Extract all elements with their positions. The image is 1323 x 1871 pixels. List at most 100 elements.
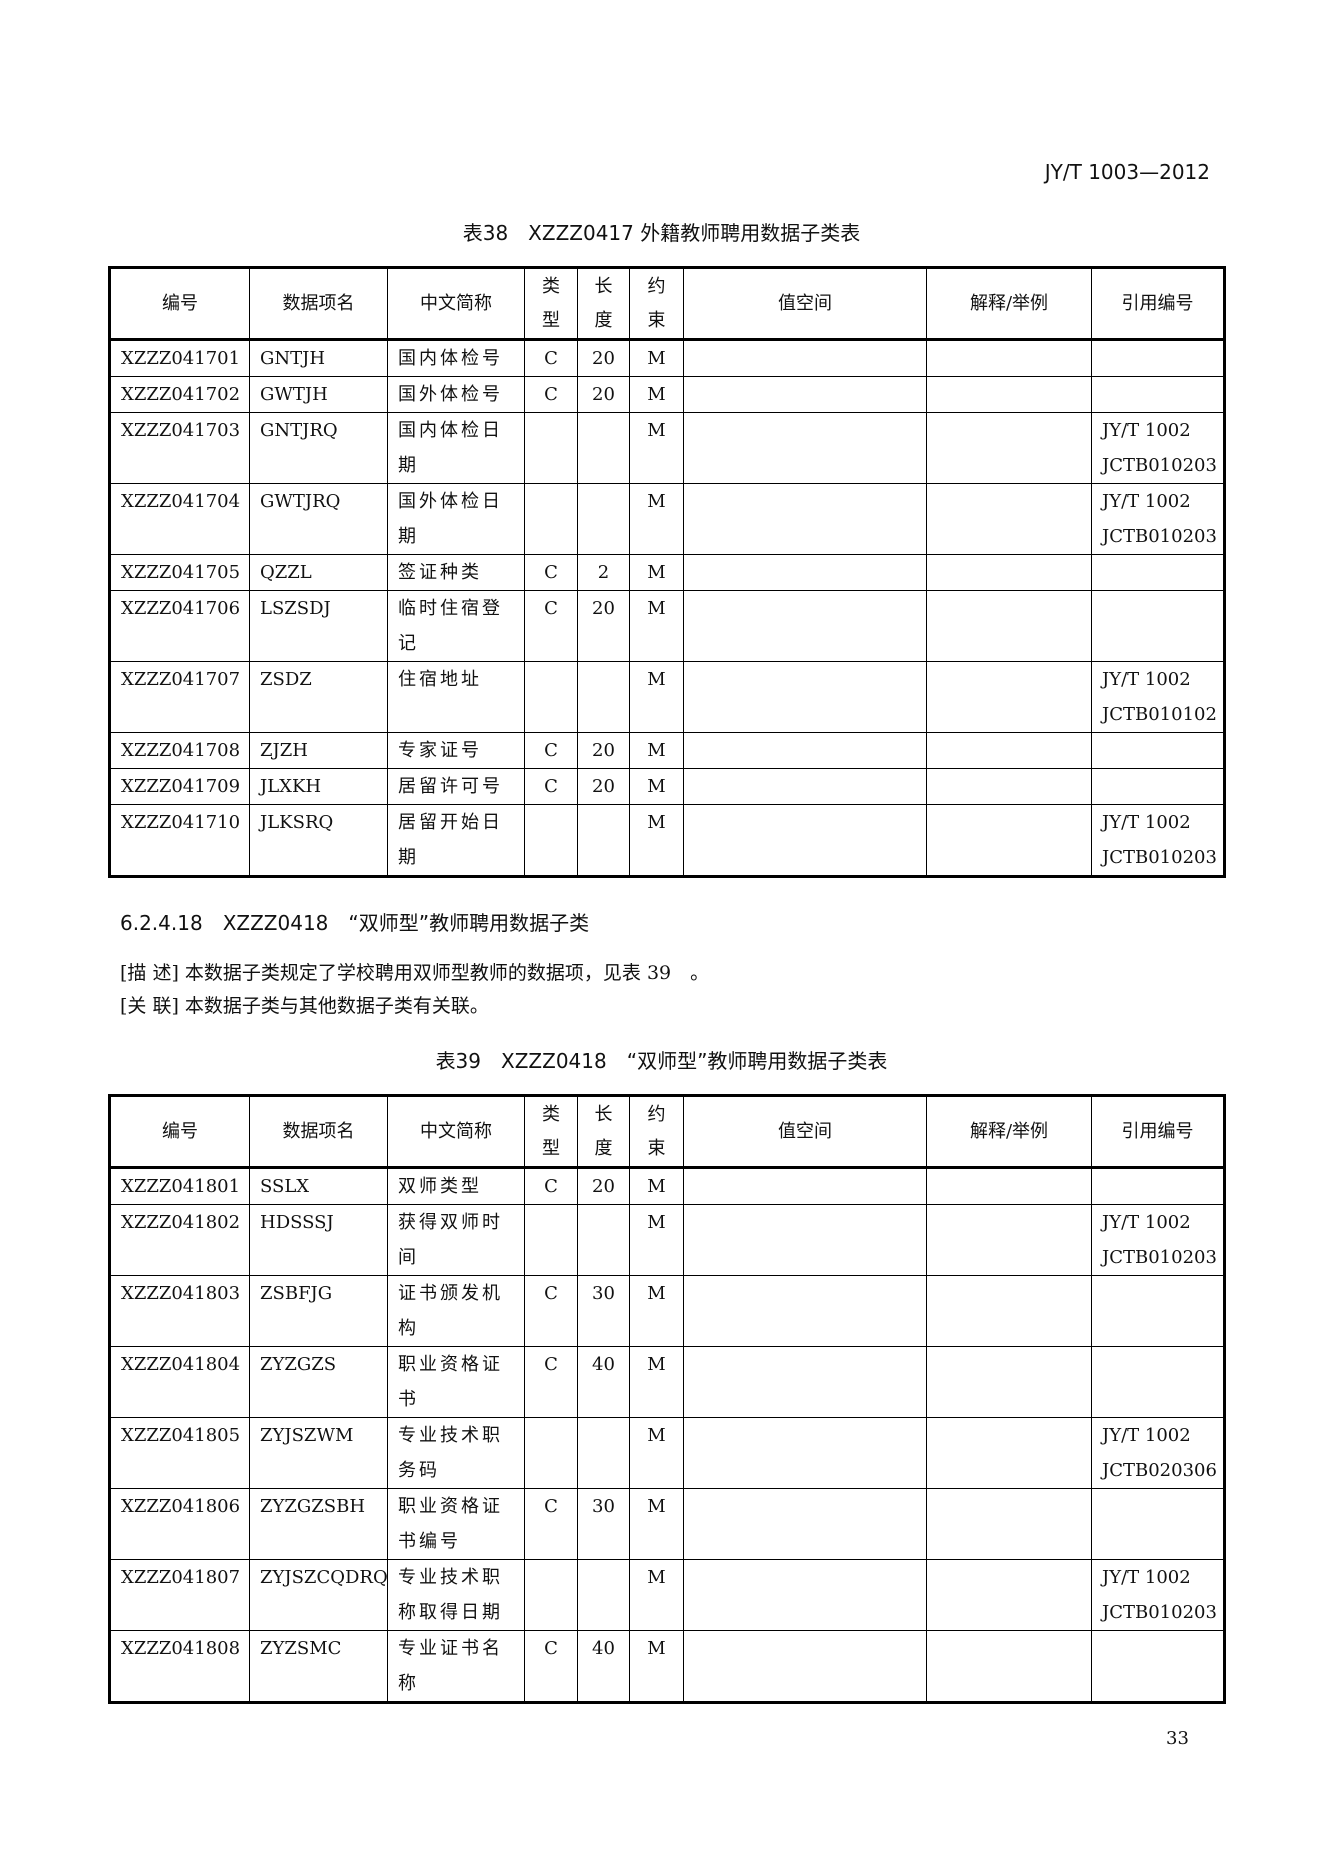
table-row: XZZZ041803 ZSBFJG 证书颁发机构 C 30 M [109,1275,1225,1347]
table-cell: 住宿地址 [387,661,525,733]
table-cell: JY/T 1002 JCTB010102 [1091,661,1225,733]
table-cell: GNTJRQ [249,412,388,484]
table-row: XZZZ041705 QZZL 签证种类 C 2 M [109,554,1225,591]
table-cell [683,339,927,377]
table-cell: 专业技术职务码 [387,1417,525,1489]
table-cell: JY/T 1002 JCTB010203 [1091,1204,1225,1276]
column-header: 中文简称 [387,1095,525,1168]
table-cell: C [524,1167,578,1205]
table-cell: XZZZ041701 [109,339,250,377]
table-cell: M [629,732,684,769]
table-cell: GWTJRQ [249,483,388,555]
table-cell: C [524,590,578,662]
table-cell: XZZZ041705 [109,554,250,591]
table-cell: 2 [577,554,630,591]
column-header: 约 束 [629,267,684,340]
table-cell [577,483,630,555]
table-cell: JLXKH [249,768,388,805]
table-cell [683,590,927,662]
table-row: XZZZ041806 ZYZGZSBH 职业资格证书编号 C 30 M [109,1488,1225,1560]
table-cell: C [524,339,578,377]
column-header: 类 型 [524,267,578,340]
table-cell: 国内体检号 [387,339,525,377]
table-cell: M [629,1346,684,1418]
table-cell: 专业证书名称 [387,1630,525,1703]
column-header: 引用编号 [1091,1095,1225,1168]
standard-number: JY/T 1003—2012 [1044,160,1210,184]
table-cell: XZZZ041803 [109,1275,250,1347]
table-cell [683,554,927,591]
section-heading: 6.2.4.18 XZZZ0418 “双师型”教师聘用数据子类 [120,911,590,935]
table-cell: M [629,1204,684,1276]
table-cell [683,1275,927,1347]
table-cell [577,1417,630,1489]
table-cell: 20 [577,768,630,805]
column-header: 长 度 [577,267,630,340]
column-header: 编号 [109,1095,250,1168]
table-cell: XZZZ041710 [109,804,250,877]
table-cell [683,1204,927,1276]
table-cell [577,412,630,484]
table-row: XZZZ041802 HDSSSJ 获得双师时间 M JY/T 1002 JCTB010… [109,1204,1225,1276]
table-39: 编号 数据项名 中文简称类 型长 度约 束值空间 解释/举例 引用编号 XZZZ04180… [108,1094,1226,1704]
table-cell: 20 [577,1167,630,1205]
page-number: 33 [1166,1728,1189,1749]
table-cell [1091,1346,1225,1418]
table-row: XZZZ041707 ZSDZ 住宿地址 M JY/T 1002 JCTB010102 [109,661,1225,733]
table-row: XZZZ041801 SSLX 双师类型 C 20 M [109,1167,1225,1205]
table-cell: M [629,1417,684,1489]
table-cell [683,483,927,555]
table-cell: 国外体检号 [387,376,525,413]
table-cell: QZZL [249,554,388,591]
table-cell [926,590,1092,662]
table-cell: C [524,1630,578,1703]
table-cell: LSZSDJ [249,590,388,662]
table-cell [683,1559,927,1631]
table-cell [524,661,578,733]
table-cell [1091,554,1225,591]
table-cell: 20 [577,339,630,377]
table-cell: JY/T 1002 JCTB010203 [1091,412,1225,484]
table-cell: 居留许可号 [387,768,525,805]
table-cell: XZZZ041808 [109,1630,250,1703]
table-cell: M [629,590,684,662]
table-cell: 获得双师时间 [387,1204,525,1276]
table-cell [926,1204,1092,1276]
table-cell [926,483,1092,555]
table-cell: M [629,554,684,591]
table-cell: 30 [577,1488,630,1560]
table-cell: C [524,768,578,805]
column-header: 值空间 [683,1095,927,1168]
table-cell: 30 [577,1275,630,1347]
table-cell: M [629,1488,684,1560]
table-cell: XZZZ041706 [109,590,250,662]
table-cell: M [629,1167,684,1205]
table-cell: 40 [577,1346,630,1418]
table-cell: C [524,1346,578,1418]
table-cell: C [524,1275,578,1347]
table-cell [524,1417,578,1489]
table-cell [926,1559,1092,1631]
table-cell: JLKSRQ [249,804,388,877]
table-cell [926,1630,1092,1703]
table-cell: XZZZ041806 [109,1488,250,1560]
table-cell: JY/T 1002 JCTB010203 [1091,804,1225,877]
table-cell [683,768,927,805]
table-cell: M [629,376,684,413]
column-header: 解释/举例 [926,1095,1092,1168]
table-cell: M [629,768,684,805]
table-row: XZZZ041704 GWTJRQ 国外体检日期 M JY/T 1002 JCTB010… [109,483,1225,555]
table-cell: ZSBFJG [249,1275,388,1347]
table-cell [683,1167,927,1205]
table-cell: 20 [577,590,630,662]
table-cell: 国内体检日期 [387,412,525,484]
header-row: 编号 数据项名 中文简称类 型长 度约 束值空间 解释/举例 引用编号 [109,1095,1225,1168]
table-cell: ZYJSZWM [249,1417,388,1489]
table-cell [1091,1167,1225,1205]
table-cell [577,1204,630,1276]
table-cell: 双师类型 [387,1167,525,1205]
table-cell: JY/T 1002 JCTB010203 [1091,1559,1225,1631]
table-cell [683,376,927,413]
table-cell [683,661,927,733]
